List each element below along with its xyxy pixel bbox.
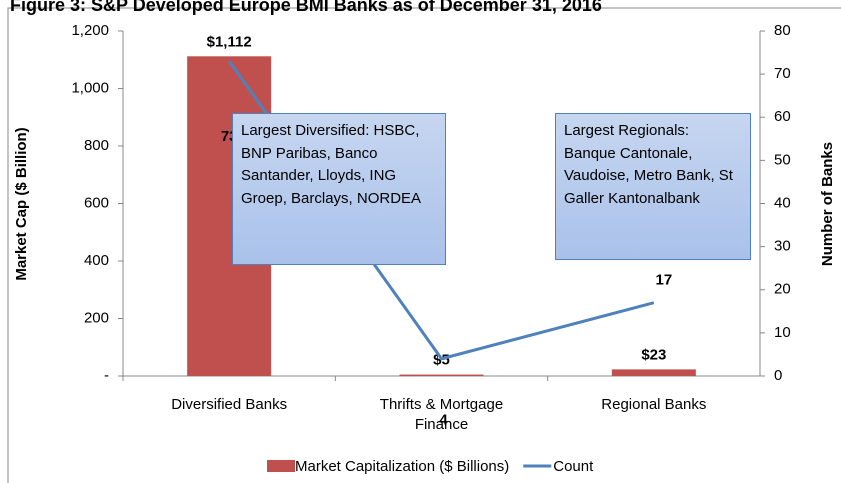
y2-tick-label: 0 <box>774 367 782 384</box>
line-value-label: 17 <box>655 272 672 289</box>
y2-tick-label: 40 <box>774 194 791 211</box>
chart-title: Figure 3: S&P Developed Europe BMI Banks… <box>10 0 602 15</box>
bar-value-label: $23 <box>641 346 666 363</box>
legend-swatch <box>267 460 295 472</box>
x-tick-label: Diversified Banks <box>171 396 288 413</box>
y-axis-title: Market Cap ($ Billion) <box>13 127 30 280</box>
chart-border <box>7 7 841 483</box>
y2-tick-label: 60 <box>774 108 791 125</box>
y2-tick-label: 70 <box>774 65 791 82</box>
y-tick-label: - <box>104 367 109 384</box>
bar <box>611 369 696 376</box>
y-tick-label: 800 <box>84 137 109 154</box>
y2-tick-label: 80 <box>774 22 791 39</box>
y2-tick-label: 50 <box>774 151 791 168</box>
y2-tick-label: 20 <box>774 281 791 298</box>
y-tick-label: 1,200 <box>71 22 109 39</box>
legend-label: Market Capitalization ($ Billions) <box>295 458 509 475</box>
y2-axis-title: Number of Banks <box>819 142 836 266</box>
line-value-label: 4 <box>439 412 448 429</box>
y-tick-label: 400 <box>84 252 109 269</box>
y2-tick-label: 30 <box>774 238 791 255</box>
annotation-box: Largest Regionals: Banque Cantonale, Vau… <box>555 113 751 260</box>
legend-label: Count <box>553 458 594 475</box>
x-tick-label: Regional Banks <box>601 396 707 413</box>
y-tick-label: 200 <box>84 309 109 326</box>
annotation-box: Largest Diversified: HSBC, BNP Paribas, … <box>232 113 446 265</box>
y-tick-label: 600 <box>84 194 109 211</box>
bar-value-label: $1,112 <box>207 33 252 50</box>
y-tick-label: 1,000 <box>71 79 109 96</box>
y2-tick-label: 10 <box>774 324 791 341</box>
bar <box>399 374 484 376</box>
x-tick-label: Thrifts & Mortgage Finance <box>379 396 504 433</box>
